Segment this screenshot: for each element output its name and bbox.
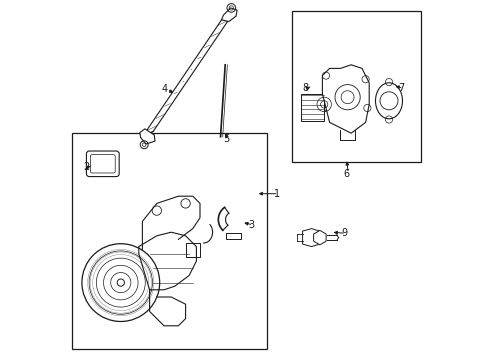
Polygon shape [303,229,320,247]
Bar [292,11,421,162]
Ellipse shape [375,83,402,119]
Bar [72,133,267,349]
Text: 1: 1 [273,189,280,199]
FancyBboxPatch shape [90,154,115,173]
Polygon shape [143,14,232,137]
Text: 8: 8 [302,83,309,93]
Text: 7: 7 [398,83,405,93]
Polygon shape [314,230,326,245]
Text: 6: 6 [343,168,349,179]
Circle shape [117,279,124,286]
Text: 2: 2 [83,162,89,172]
Polygon shape [140,129,155,144]
Text: 4: 4 [162,84,168,94]
Bar [301,94,324,121]
Polygon shape [139,232,196,290]
Polygon shape [322,65,369,133]
Text: 9: 9 [342,228,347,238]
Text: 3: 3 [248,220,254,230]
Polygon shape [221,8,237,22]
FancyBboxPatch shape [86,151,119,176]
Text: 5: 5 [223,134,229,144]
Polygon shape [226,233,241,239]
